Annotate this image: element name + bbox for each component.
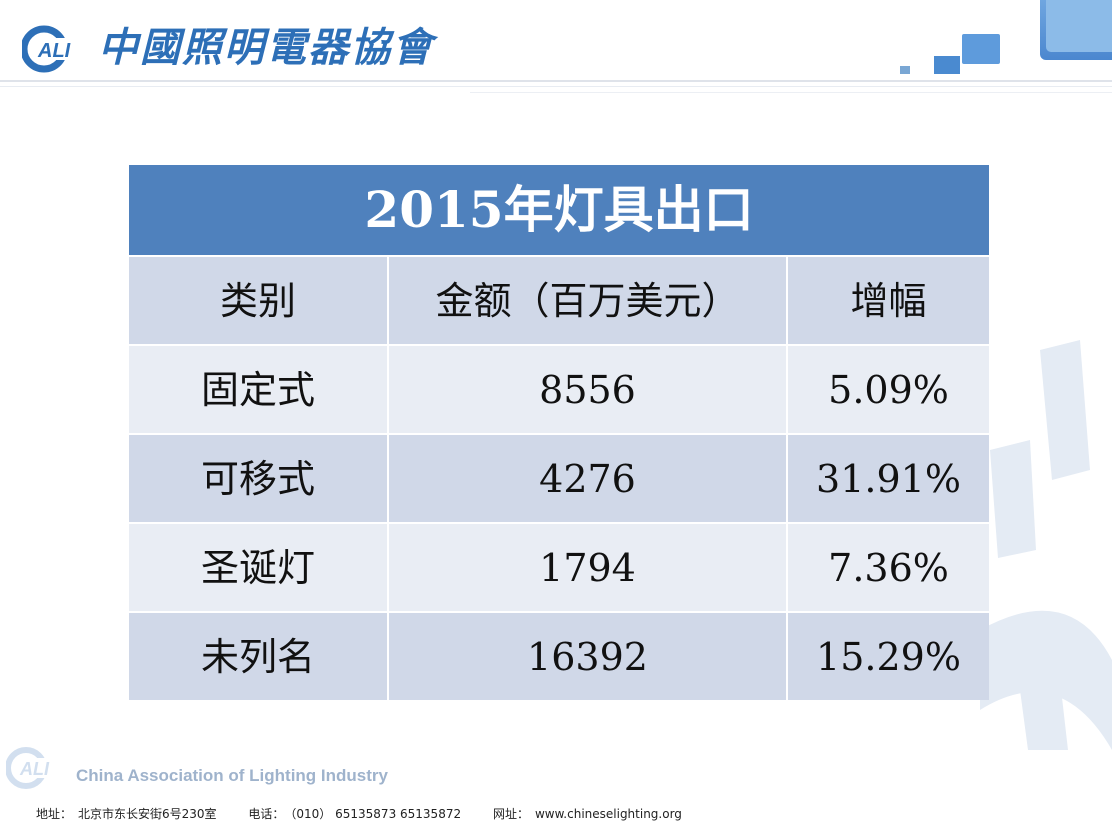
column-header-category: 类别 <box>129 255 387 344</box>
cell-amount: 4276 <box>387 433 786 522</box>
cell-growth: 7.36% <box>786 522 989 611</box>
table-row: 可移式 4276 31.91% <box>129 433 989 522</box>
cell-amount: 1794 <box>387 522 786 611</box>
cell-growth: 31.91% <box>786 433 989 522</box>
table-row: 未列名 16392 15.29% <box>129 611 989 700</box>
address-label: 地址： <box>36 807 73 821</box>
header-divider <box>0 86 1112 87</box>
table-row: 固定式 8556 5.09% <box>129 344 989 433</box>
export-table: 2015年灯具出口 类别 金额（百万美元） 增幅 固定式 8556 5.09% … <box>129 165 989 700</box>
cell-amount: 8556 <box>387 344 786 433</box>
footer-ali-logo-icon: ALI <box>6 747 64 789</box>
footer-english-name: China Association of Lighting Industry <box>76 766 388 785</box>
decor-square <box>962 34 1000 64</box>
cell-amount: 16392 <box>387 611 786 700</box>
ali-logo-icon: ALI <box>22 25 82 73</box>
footer-contact: 地址： 北京市东长安街6号230室 电话： （010） 65135873 65135… <box>36 805 688 822</box>
footer-logo-text: ALI <box>19 759 50 779</box>
header-divider <box>0 80 1112 82</box>
web-value: www.chineselighting.org <box>534 807 682 821</box>
decor-square <box>900 66 910 74</box>
cell-category: 圣诞灯 <box>129 522 387 611</box>
address-value: 北京市东长安街6号230室 <box>78 807 217 821</box>
header-divider <box>470 92 1112 93</box>
cell-category: 未列名 <box>129 611 387 700</box>
cell-category: 固定式 <box>129 344 387 433</box>
cell-growth: 5.09% <box>786 344 989 433</box>
decor-square <box>1046 0 1112 52</box>
table-row: 圣诞灯 1794 7.36% <box>129 522 989 611</box>
logo-text: ALI <box>37 40 71 62</box>
column-header-amount: 金额（百万美元） <box>387 255 786 344</box>
table-title: 2015年灯具出口 <box>129 165 989 255</box>
slide-header: ALI 中國照明電器協會 <box>0 0 1112 100</box>
cell-growth: 15.29% <box>786 611 989 700</box>
table-header-row: 类别 金额（百万美元） 增幅 <box>129 255 989 344</box>
web-label: 网址： <box>492 807 529 821</box>
watermark-logo <box>980 340 1112 750</box>
phone-value: （010） 65135873 65135872 <box>290 807 462 821</box>
cell-category: 可移式 <box>129 433 387 522</box>
organization-name: 中國照明電器協會 <box>98 24 434 71</box>
phone-label: 电话： <box>248 807 285 821</box>
decor-square <box>934 56 960 74</box>
column-header-growth: 增幅 <box>786 255 989 344</box>
